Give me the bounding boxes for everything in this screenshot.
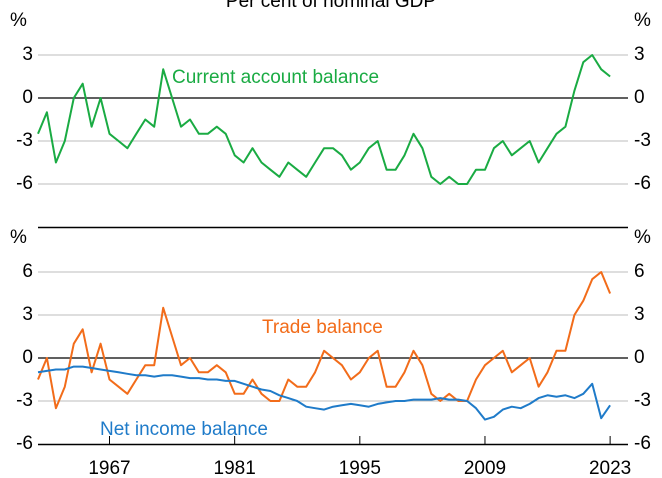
series-line <box>37 271 612 410</box>
y-tick-label: 3 <box>22 44 33 65</box>
x-tick-label: 1981 <box>214 458 256 478</box>
series-line <box>37 365 611 421</box>
y-axis-unit: % <box>10 10 27 31</box>
x-tick-label: 2023 <box>589 458 631 478</box>
chart-title: Per cent of nominal GDP <box>226 0 436 12</box>
series-label: Trade balance <box>262 317 383 338</box>
x-tick-label: 1967 <box>88 458 130 478</box>
y-tick-label-right: 0 <box>634 87 645 108</box>
y-tick-label: -6 <box>16 433 33 454</box>
y-axis-unit: % <box>10 227 27 248</box>
series-line <box>37 54 611 185</box>
series-label: Net income balance <box>100 419 268 440</box>
y-tick-label: -3 <box>16 390 33 411</box>
y-tick-label-right: 6 <box>634 261 645 282</box>
x-tick-label: 1995 <box>339 458 381 478</box>
y-tick-label: 0 <box>22 87 33 108</box>
y-tick-label: 3 <box>22 304 33 325</box>
y-tick-label-right: -3 <box>634 130 651 151</box>
y-tick-label-right: 3 <box>634 44 645 65</box>
y-axis-unit-right: % <box>634 10 651 31</box>
y-tick-label-right: -6 <box>634 173 651 194</box>
y-tick-label-right: 3 <box>634 304 645 325</box>
y-tick-label: -6 <box>16 173 33 194</box>
x-tick-label: 2009 <box>464 458 506 478</box>
series-label: Current account balance <box>172 67 379 88</box>
y-tick-label: 0 <box>22 347 33 368</box>
y-tick-label-right: -3 <box>634 390 651 411</box>
y-tick-label-right: -6 <box>634 433 651 454</box>
y-tick-label-right: 0 <box>634 347 645 368</box>
y-axis-unit-right: % <box>634 227 651 248</box>
y-tick-label: 6 <box>22 261 33 282</box>
y-tick-label: -3 <box>16 130 33 151</box>
